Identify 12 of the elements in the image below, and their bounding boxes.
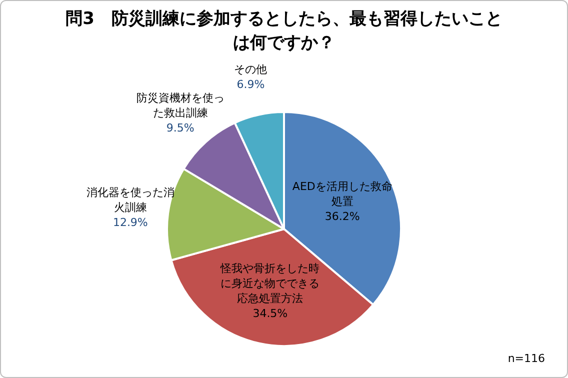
chart-title: 問3 防災訓練に参加するとしたら、最も習得したいことは何ですか？ (64, 8, 504, 55)
data-label: 34.5% (252, 307, 288, 320)
slice-label: 怪我や骨折をした時に身近な物でできる応急処置方法 (220, 262, 320, 306)
slice-label: 防災資機材を使った救出訓練 (136, 92, 224, 120)
slice-label: その他 (234, 62, 268, 76)
data-label: 12.9% (112, 216, 148, 229)
data-label: 6.9% (236, 78, 265, 91)
slice-label: 消化器を使った消火訓練 (86, 186, 174, 214)
text: n=116 (508, 352, 545, 365)
data-label: 36.2% (324, 210, 360, 223)
slice-label: AEDを活用した救命処置 (292, 180, 392, 208)
data-label: 9.5% (166, 122, 194, 135)
